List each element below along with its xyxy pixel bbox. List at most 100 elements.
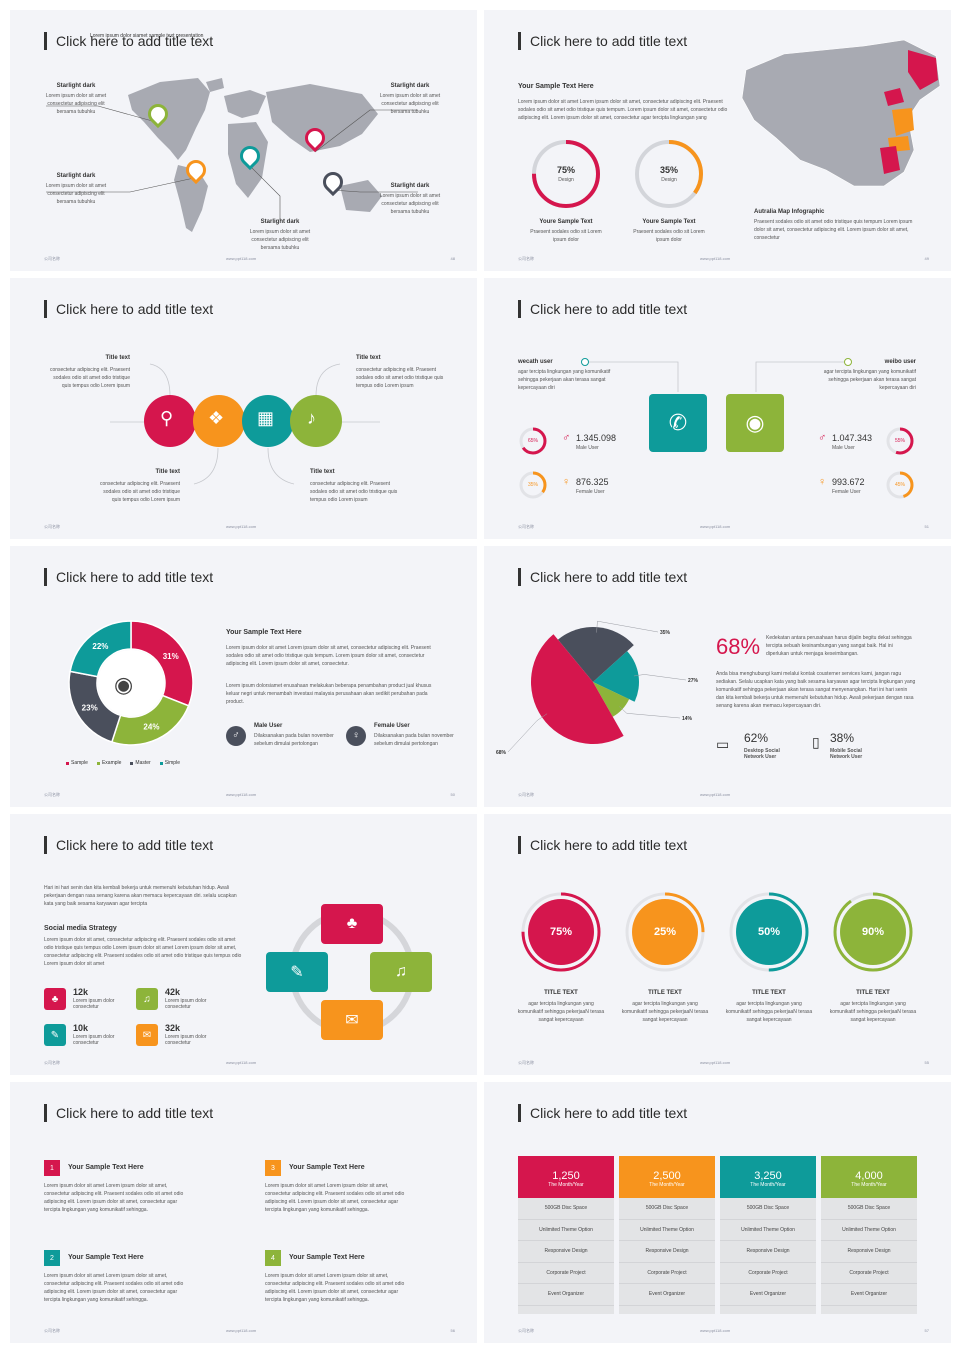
donut-slice[interactable] xyxy=(69,620,132,678)
intro-text: Hari ini hari senin dan kita kembali bek… xyxy=(44,885,237,907)
chat-tile[interactable]: ✉ xyxy=(321,1000,383,1040)
item-text: Lorem ipsum dolor sit amet Lorem ipsum d… xyxy=(44,1183,184,1213)
item-text: Lorem ipsum dolor sit amet Lorem ipsum d… xyxy=(265,1183,405,1213)
ring-fill xyxy=(632,899,698,965)
slice-label: 22% xyxy=(92,642,108,651)
footer-url[interactable]: www.ppt118.com xyxy=(700,792,731,797)
male-icon: ♂ xyxy=(562,432,571,444)
pricing-column[interactable]: 4,000 The Month/Year 500GB Disc Space Unlim… xyxy=(821,1156,917,1314)
pricing-feature: Responsive Design xyxy=(720,1241,816,1263)
wechat-icon[interactable]: ✆ xyxy=(649,394,707,452)
slice-label: 14% xyxy=(682,716,693,722)
footer-url[interactable]: www.ppt118.com xyxy=(226,524,257,529)
map-text: Praesent sodales odio sit amet odio tris… xyxy=(754,219,913,241)
price: 2,500 xyxy=(653,1170,681,1182)
item-title: Title text xyxy=(155,469,180,475)
user-icon: ♀ xyxy=(346,726,366,746)
stat-value: 12k xyxy=(73,987,89,997)
big-percentage-text: Kedekatan antara perusahaan harus dijali… xyxy=(766,635,912,657)
label-text: Lorem ipsum dolor sit amet consectetur a… xyxy=(379,93,441,115)
legend-label: Sample xyxy=(71,760,88,766)
pie-slice[interactable] xyxy=(593,651,639,702)
male-title: Male User xyxy=(254,723,283,729)
weibo-icon[interactable]: ◉ xyxy=(726,394,784,452)
pricing-column[interactable]: 3,250 The Month/Year 500GB Disc Space Unlim… xyxy=(720,1156,816,1314)
slide-title[interactable]: Click here to add title text xyxy=(44,568,213,586)
female-icon: ♀ xyxy=(562,476,571,488)
ticket-icon: ✎ xyxy=(44,1024,66,1046)
slide-title[interactable]: Click here to add title text xyxy=(518,32,687,50)
donut-chart: 31% 24% 23% 22% xyxy=(68,620,194,746)
female-icon: ♀ xyxy=(818,476,827,488)
page-number: 57 xyxy=(924,1328,929,1333)
ring-fill xyxy=(528,899,594,965)
footer-url[interactable]: www.ppt118.com xyxy=(226,1060,257,1065)
legend-item: Simple xyxy=(159,760,180,766)
ring-progress xyxy=(833,892,913,972)
page-number: 48 xyxy=(450,256,455,261)
dropbox-icon: ❖ xyxy=(208,408,225,428)
progress-rings xyxy=(521,892,913,972)
cycle-ring xyxy=(289,909,415,1035)
circle-red[interactable] xyxy=(144,395,196,447)
item-text: agar tercipta lingkungan yang komunikati… xyxy=(621,1001,709,1023)
footer-company: 公司名称 xyxy=(44,1328,60,1333)
bell-tile[interactable]: ♫ xyxy=(370,952,432,992)
footer-url[interactable]: www.ppt118.com xyxy=(700,1328,731,1333)
footer-url[interactable]: www.ppt118.com xyxy=(226,1328,257,1333)
slice-label: 24% xyxy=(143,722,159,731)
ticket-tile[interactable]: ✎ xyxy=(266,952,328,992)
slide-title[interactable]: Click here to add title text xyxy=(44,1104,213,1122)
tree-tile[interactable]: ♣ xyxy=(321,904,383,944)
circle-orange[interactable] xyxy=(193,395,245,447)
legend-swatch xyxy=(159,761,163,765)
slide-title[interactable]: Click here to add title text xyxy=(518,836,687,854)
label-text: Lorem ipsum dolor sit amet consectetur a… xyxy=(249,229,311,251)
pricing-feature: 500GB Disc Space xyxy=(518,1198,614,1220)
chat-icon: ✉ xyxy=(136,1024,158,1046)
stat-text: Lorem ipsum dolor consectetur xyxy=(73,1034,115,1046)
legend-swatch xyxy=(130,761,134,765)
page-number: 49 xyxy=(924,256,929,261)
pricing-feature: 500GB Disc Space xyxy=(821,1198,917,1220)
slide-title[interactable]: Click here to add title text xyxy=(518,568,687,586)
pie-slice[interactable] xyxy=(531,634,624,744)
circle-teal[interactable] xyxy=(242,395,294,447)
pie-slice[interactable] xyxy=(557,627,634,682)
stat-text: Lorem ipsum dolor consectetur xyxy=(165,998,207,1010)
footer-url[interactable]: www.ppt118.com xyxy=(226,256,257,261)
circle-green[interactable] xyxy=(290,395,342,447)
mobile-label: Mobile Social Network User xyxy=(830,748,863,760)
pricing-column[interactable]: 1,250 The Month/Year 500GB Disc Space Unlim… xyxy=(518,1156,614,1314)
male-text: Dilaksanakan pada bulan november sebelum… xyxy=(254,733,334,747)
stat-value: 32k xyxy=(165,1023,181,1033)
footer-url[interactable]: www.ppt118.com xyxy=(700,524,731,529)
slide-title[interactable]: Click here to add title text xyxy=(518,300,687,318)
slide-title[interactable]: Click here to add title text xyxy=(518,1104,687,1122)
legend-swatch xyxy=(96,761,100,765)
ring-text: Praesent sodales odio sit Lorem ipsum do… xyxy=(633,229,705,243)
slide-title[interactable]: Click here to add title text xyxy=(44,32,213,50)
desktop-icon: ▭ xyxy=(716,736,730,752)
section-heading: Your Sample Text Here xyxy=(226,629,302,636)
ring-progress xyxy=(729,892,809,972)
pricing-column[interactable]: 2,500 The Month/Year 500GB Disc Space Unlim… xyxy=(619,1156,715,1314)
male-icon: ♂ xyxy=(818,432,827,444)
ring-progress xyxy=(532,140,600,208)
ring-progress xyxy=(886,471,914,499)
price: 4,000 xyxy=(855,1170,883,1182)
footer-url[interactable]: www.ppt118.com xyxy=(226,792,257,797)
pricing-feature: Event Organizer xyxy=(720,1284,816,1306)
qr-code-icon: ▦ xyxy=(257,408,275,428)
footer-url[interactable]: www.ppt118.com xyxy=(700,1060,731,1065)
slide-title[interactable]: Click here to add title text xyxy=(44,836,213,854)
pie-slice[interactable] xyxy=(593,682,630,717)
slide-title[interactable]: Click here to add title text xyxy=(44,300,213,318)
ring-value: 75% xyxy=(556,165,575,175)
footer-url[interactable]: www.ppt118.com xyxy=(700,256,731,261)
donut-slice[interactable] xyxy=(130,620,194,707)
price: 3,250 xyxy=(754,1170,782,1182)
footer-company: 公司名称 xyxy=(518,1060,534,1065)
wechat-title: wecath user xyxy=(518,359,553,365)
donut-rings xyxy=(519,427,914,499)
